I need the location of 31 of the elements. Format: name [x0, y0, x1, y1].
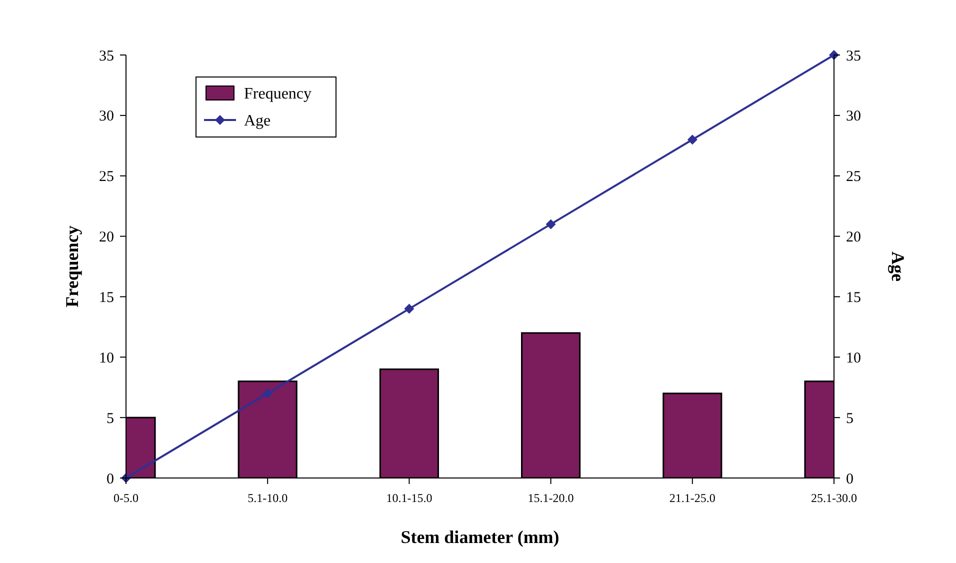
y2-tick-label: 35 [846, 48, 861, 64]
y-tick-label: 10 [99, 350, 114, 366]
x-tick-label: 10.1-15.0 [386, 491, 432, 505]
y-axis-title: Frequency [62, 226, 82, 308]
y2-tick-label: 5 [846, 410, 854, 427]
y2-tick-label: 25 [846, 169, 861, 186]
y-tick-label: 20 [99, 230, 114, 246]
x-tick-label: 21.1-25.0 [669, 491, 716, 505]
y2-tick-label: 0 [846, 471, 854, 488]
point [262, 388, 273, 398]
legend-label: Age [244, 112, 271, 130]
y2-tick-label: 15 [846, 290, 861, 306]
y-tick-label: 0 [106, 471, 114, 488]
y-tick-label: 25 [99, 169, 114, 186]
y2-tick-label: 20 [846, 230, 861, 246]
y2-tick-label: 30 [846, 108, 861, 125]
y-tick-label: 35 [99, 48, 114, 64]
y-tick-label: 5 [106, 410, 114, 427]
x-tick-label: 15.1-20.0 [528, 491, 574, 505]
y-tick-label: 30 [99, 108, 114, 125]
y-tick-label: 15 [99, 290, 114, 306]
legend-label: Frequency [244, 86, 312, 103]
y2-axis-title: Age [888, 252, 908, 282]
x-axis-title: Stem diameter (mm) [400, 527, 560, 547]
x-tick-label: 5.1-10.0 [248, 491, 288, 505]
x-tick-label: 25.1-30.0 [811, 491, 857, 505]
y2-tick-label: 10 [846, 350, 861, 366]
point [687, 134, 698, 145]
x-tick-label: 0-5.0 [114, 491, 138, 505]
point [546, 219, 556, 230]
point [404, 304, 414, 314]
